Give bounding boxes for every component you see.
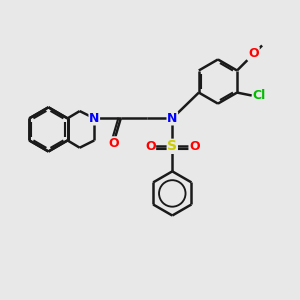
Text: O: O (145, 140, 155, 153)
Text: Cl: Cl (253, 89, 266, 102)
Text: N: N (167, 112, 178, 125)
Text: O: O (108, 137, 119, 150)
Text: S: S (167, 139, 177, 153)
Text: O: O (248, 47, 259, 60)
Text: N: N (89, 112, 99, 125)
Text: O: O (189, 140, 200, 153)
